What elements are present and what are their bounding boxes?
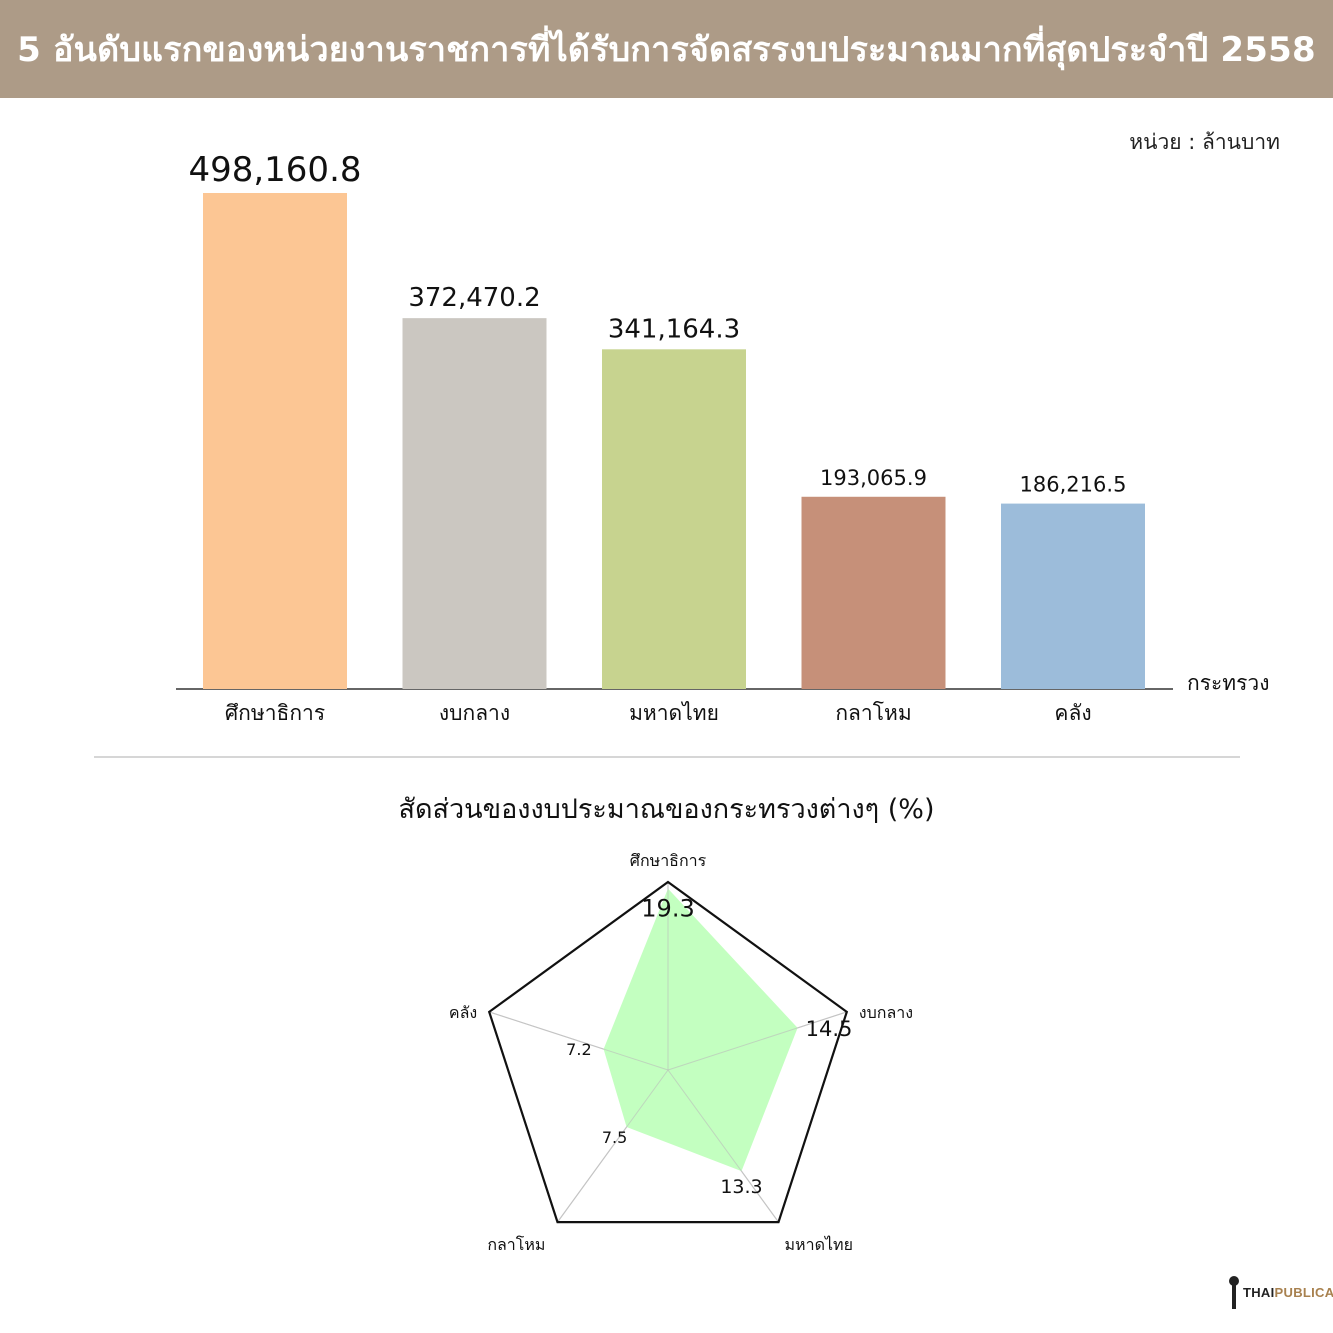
radar-data-area xyxy=(603,888,798,1172)
radar-spoke-overlay xyxy=(557,1069,669,1223)
logo-text-publica: PUBLICA xyxy=(1274,1285,1333,1300)
radar-spoke-overlay xyxy=(667,1011,847,1071)
section-divider xyxy=(94,756,1240,758)
radar-chart-title: สัดส่วนของงบประมาณของกระทรวงต่างๆ (%) xyxy=(398,794,935,825)
x-tick-label: ศึกษาธิการ xyxy=(225,701,325,725)
chart-title-banner: 5 อันดับแรกของหน่วยงานราชการที่ได้รับการ… xyxy=(0,0,1333,98)
radar-outline xyxy=(487,880,849,1224)
bar xyxy=(203,193,347,689)
bar xyxy=(1001,503,1145,689)
keyhole-icon xyxy=(1229,1276,1239,1309)
radar-value-label: 14.5 xyxy=(806,1017,853,1041)
bar-value-label: 186,216.5 xyxy=(1020,473,1127,497)
bar-value-label: 498,160.8 xyxy=(188,150,361,190)
x-tick-label: คลัง xyxy=(1054,701,1091,725)
radar-category-label: งบกลาง xyxy=(859,1003,913,1022)
radar-spoke-overlay xyxy=(667,1069,779,1223)
bar-value-label: 341,164.3 xyxy=(608,314,740,344)
bar xyxy=(801,496,946,689)
radar-value-label: 7.5 xyxy=(602,1128,627,1147)
radar-category-label: กลาโหม xyxy=(487,1235,545,1254)
bar-chart: 498,160.8 ศึกษาธิการ 372,470.2 งบกลาง 341,16… xyxy=(176,150,1269,725)
radar-category-label: คลัง xyxy=(449,1003,477,1022)
x-tick-label: กลาโหม xyxy=(835,701,911,725)
logo-text-thai: THAI xyxy=(1243,1285,1275,1300)
bar-value-label: 372,470.2 xyxy=(408,283,540,313)
x-axis-label: กระทรวง xyxy=(1187,671,1269,695)
x-tick-label: งบกลาง xyxy=(439,701,510,725)
chart-title: 5 อันดับแรกของหน่วยงานราชการที่ได้รับการ… xyxy=(17,30,1316,70)
radar-category-label: ศึกษาธิการ xyxy=(630,851,707,870)
radar-value-label: 13.3 xyxy=(720,1176,762,1198)
radar-spoke-overlay xyxy=(489,1011,669,1071)
radar-category-label: มหาดไทย xyxy=(785,1235,853,1254)
bar xyxy=(602,349,746,689)
thaipublica-logo: THAI PUBLICA xyxy=(1229,1276,1333,1309)
x-tick-label: มหาดไทย xyxy=(629,701,719,725)
radar-value-label: 19.3 xyxy=(641,895,694,923)
bar xyxy=(402,318,547,689)
radar-value-label: 7.2 xyxy=(566,1040,591,1059)
unit-label: หน่วย : ล้านบาท xyxy=(1129,130,1280,154)
bar-value-label: 193,065.9 xyxy=(820,466,927,490)
